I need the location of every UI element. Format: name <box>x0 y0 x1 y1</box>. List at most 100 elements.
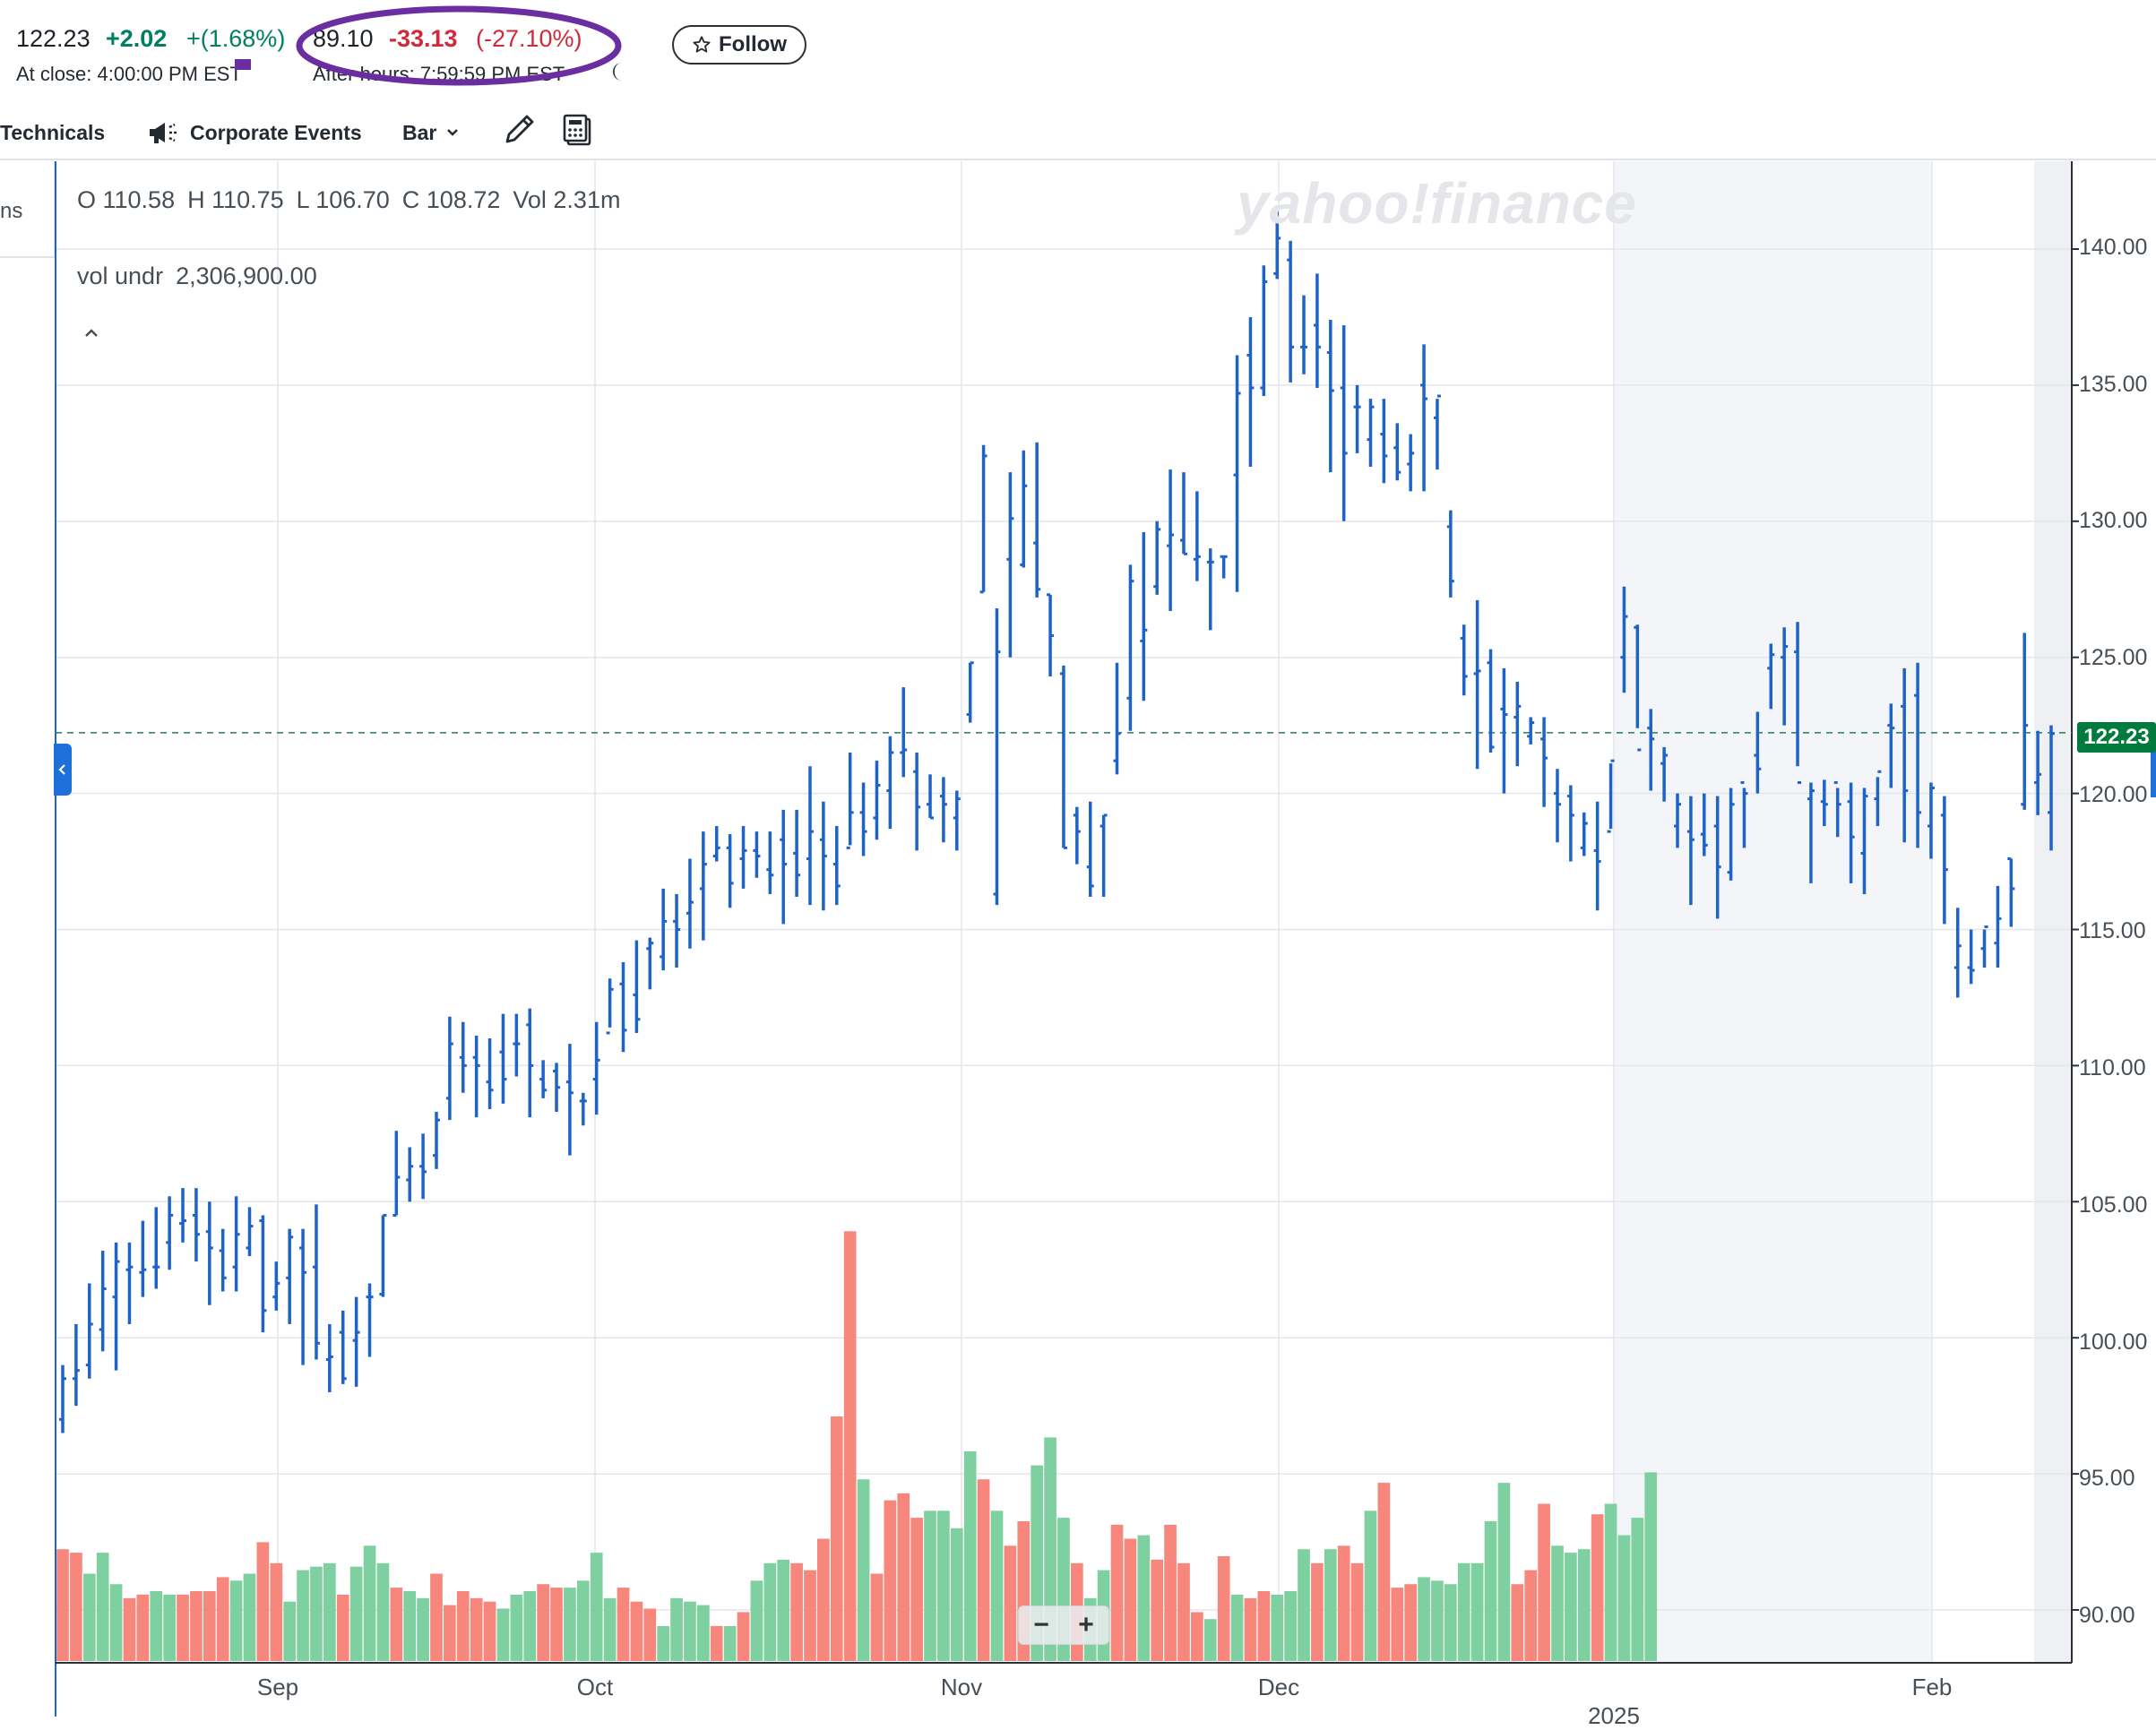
volume-bar <box>1137 1535 1151 1661</box>
volume-bar <box>1191 1612 1203 1661</box>
volume-bar <box>1151 1559 1164 1661</box>
volume-bar <box>1644 1472 1658 1661</box>
volume-bar <box>376 1562 390 1661</box>
volume-bar <box>1350 1562 1364 1661</box>
volume-bar <box>70 1553 82 1661</box>
corporate-events-menu[interactable]: Corporate Events <box>147 115 362 151</box>
volume-value: Vol 2.31m <box>513 186 621 213</box>
volume-bar <box>1404 1584 1418 1661</box>
y-tick: 120.00 <box>2079 782 2148 807</box>
y-tick: 90.00 <box>2079 1603 2135 1628</box>
x-tick: Dec <box>1257 1674 1300 1700</box>
volume-bar <box>349 1566 363 1661</box>
low-value: L 106.70 <box>296 186 390 213</box>
volume-bar <box>1271 1594 1284 1661</box>
ohlc-legend: O 110.58 H 110.75 L 106.70 C 108.72 Vol 2.31… <box>77 186 633 214</box>
volume-bar <box>430 1573 443 1661</box>
volume-bar <box>1164 1524 1177 1661</box>
y-tick: 110.00 <box>2079 1055 2146 1080</box>
volume-bar <box>1551 1545 1564 1661</box>
volume-bar <box>256 1542 270 1661</box>
volume-bar <box>684 1601 696 1661</box>
annotation-ellipse <box>296 5 622 86</box>
volume-bar <box>243 1573 256 1661</box>
volume-bar <box>82 1573 96 1661</box>
zoom-out-button[interactable]: − <box>1033 1610 1049 1640</box>
market-status-marker <box>235 59 251 70</box>
volume-bar <box>1511 1584 1524 1661</box>
chevron-up-icon[interactable] <box>82 326 100 339</box>
volume-bar <box>843 1231 857 1661</box>
volume-bar <box>1044 1437 1056 1661</box>
volume-bar <box>1470 1562 1484 1661</box>
panel-collapse-handle[interactable] <box>54 744 72 796</box>
volume-bar <box>96 1553 109 1661</box>
volume-bar <box>496 1608 510 1661</box>
volume-bar <box>363 1545 376 1661</box>
zoom-in-button[interactable]: + <box>1078 1610 1094 1640</box>
volume-bar <box>1617 1535 1631 1661</box>
volume-bar <box>630 1601 643 1661</box>
volume-bar <box>804 1570 816 1661</box>
volume-bar <box>817 1538 830 1661</box>
x-tick: Sep <box>256 1674 299 1700</box>
volume-bar <box>897 1493 910 1661</box>
volume-bar <box>417 1597 429 1661</box>
volume-bar <box>216 1577 229 1661</box>
volume-bar <box>1391 1588 1404 1661</box>
x-tick: Nov <box>940 1674 983 1700</box>
technicals-label: Technicals <box>0 120 106 144</box>
price-change: +2.02 <box>106 25 168 52</box>
y-tick: 130.00 <box>2079 508 2148 533</box>
open-value: O 110.58 <box>77 186 176 213</box>
y-tick: 115.00 <box>2079 918 2146 943</box>
volume-bar <box>403 1591 417 1661</box>
x-tick: Feb <box>1911 1674 1953 1700</box>
volume-bar <box>777 1559 790 1661</box>
chart-type-dropdown[interactable]: Bar <box>402 115 460 151</box>
volume-bar <box>750 1580 763 1661</box>
volume-bar <box>603 1597 617 1661</box>
shaded-period <box>2034 161 2072 1663</box>
volume-bar <box>323 1562 336 1661</box>
volume-bar <box>229 1580 243 1661</box>
calculator-icon[interactable] <box>563 113 595 147</box>
volume-bar <box>1244 1597 1257 1661</box>
follow-button[interactable]: Follow <box>672 25 806 65</box>
volume-bar <box>1524 1570 1538 1661</box>
y-tick: 100.00 <box>2079 1330 2148 1355</box>
side-panel-label: ns <box>0 199 23 223</box>
volume-bar <box>1565 1553 1577 1661</box>
volume-study-legend: vol undr 2,306,900.00 <box>77 263 330 290</box>
volume-bar <box>590 1553 603 1661</box>
volume-bar <box>1257 1591 1271 1661</box>
volume-bar <box>336 1594 349 1661</box>
x-tick: Oct <box>576 1674 614 1700</box>
side-panel <box>0 161 55 258</box>
volume-bar <box>870 1573 884 1661</box>
volume-bar <box>937 1511 950 1661</box>
volume-bar <box>1337 1545 1350 1661</box>
y-tick: 135.00 <box>2079 372 2148 397</box>
volume-bar <box>950 1528 963 1661</box>
technicals-menu[interactable]: Technicals <box>0 115 105 151</box>
y-tick: 140.00 <box>2079 235 2148 260</box>
volume-bar <box>643 1608 657 1661</box>
chevron-left-icon <box>58 764 65 775</box>
volume-bar <box>1538 1503 1550 1661</box>
volume-bar <box>1631 1518 1644 1661</box>
volume-bar <box>1004 1545 1017 1661</box>
price-change-pct: +(1.68%) <box>186 25 286 52</box>
volume-bar <box>963 1451 977 1661</box>
volume-bar <box>790 1562 803 1661</box>
volume-study-value: 2,306,900.00 <box>176 263 317 289</box>
volume-bar <box>270 1562 283 1661</box>
y-tick: 125.00 <box>2079 645 2148 670</box>
pencil-icon[interactable] <box>502 111 538 147</box>
volume-bar <box>1177 1562 1190 1661</box>
volume-bar <box>150 1591 163 1661</box>
volume-bar <box>1110 1524 1124 1661</box>
scroll-indicator <box>2151 726 2156 797</box>
volume-bar <box>710 1626 723 1661</box>
